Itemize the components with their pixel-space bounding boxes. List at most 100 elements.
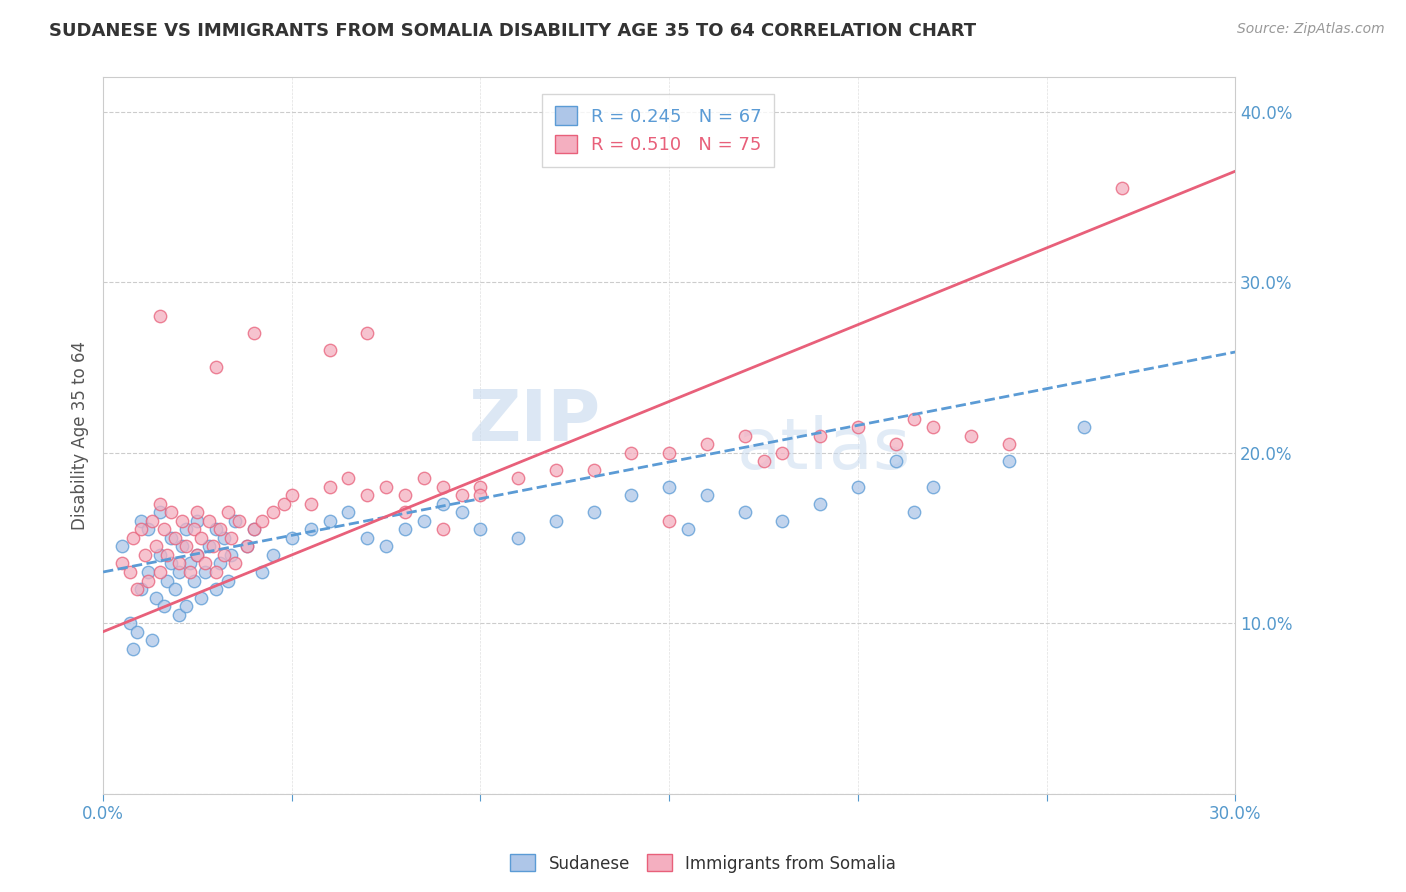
Point bbox=[997, 454, 1019, 468]
Point bbox=[118, 565, 141, 579]
Point bbox=[620, 488, 643, 502]
Point bbox=[752, 454, 775, 468]
Point bbox=[141, 633, 163, 648]
Point bbox=[997, 437, 1019, 451]
Point bbox=[250, 565, 273, 579]
Point bbox=[450, 505, 472, 519]
Point bbox=[734, 505, 756, 519]
Point bbox=[846, 420, 869, 434]
Point bbox=[337, 505, 360, 519]
Point bbox=[375, 480, 398, 494]
Point bbox=[129, 522, 152, 536]
Point bbox=[127, 582, 149, 596]
Text: atlas: atlas bbox=[737, 416, 911, 484]
Point bbox=[903, 411, 925, 425]
Point bbox=[508, 471, 530, 485]
Point bbox=[658, 480, 681, 494]
Point bbox=[450, 488, 472, 502]
Point bbox=[212, 548, 235, 562]
Point bbox=[111, 557, 134, 571]
Point bbox=[658, 514, 681, 528]
Point bbox=[770, 514, 793, 528]
Text: SUDANESE VS IMMIGRANTS FROM SOMALIA DISABILITY AGE 35 TO 64 CORRELATION CHART: SUDANESE VS IMMIGRANTS FROM SOMALIA DISA… bbox=[49, 22, 976, 40]
Point bbox=[122, 531, 145, 545]
Point bbox=[273, 497, 295, 511]
Point bbox=[337, 471, 360, 485]
Point bbox=[152, 599, 174, 613]
Point bbox=[145, 540, 167, 554]
Point bbox=[318, 514, 340, 528]
Point bbox=[167, 607, 190, 622]
Point bbox=[174, 522, 197, 536]
Point bbox=[224, 514, 246, 528]
Point bbox=[129, 582, 152, 596]
Point bbox=[138, 522, 160, 536]
Point bbox=[243, 326, 266, 341]
Point bbox=[127, 624, 149, 639]
Point bbox=[299, 497, 322, 511]
Y-axis label: Disability Age 35 to 64: Disability Age 35 to 64 bbox=[72, 341, 89, 530]
Point bbox=[356, 326, 378, 341]
Point bbox=[676, 522, 699, 536]
Point bbox=[394, 505, 416, 519]
Point bbox=[205, 360, 228, 375]
Point bbox=[197, 540, 219, 554]
Point bbox=[281, 531, 304, 545]
Point bbox=[544, 514, 567, 528]
Point bbox=[174, 599, 197, 613]
Point bbox=[172, 514, 194, 528]
Point bbox=[205, 522, 228, 536]
Point bbox=[141, 514, 163, 528]
Point bbox=[734, 428, 756, 442]
Point bbox=[235, 540, 257, 554]
Point bbox=[149, 497, 172, 511]
Point bbox=[172, 540, 194, 554]
Text: ZIP: ZIP bbox=[470, 387, 602, 456]
Point bbox=[243, 522, 266, 536]
Point bbox=[375, 540, 398, 554]
Point bbox=[167, 565, 190, 579]
Point bbox=[197, 514, 219, 528]
Point bbox=[174, 540, 197, 554]
Point bbox=[186, 505, 208, 519]
Point bbox=[183, 522, 205, 536]
Point bbox=[152, 522, 174, 536]
Point bbox=[194, 565, 217, 579]
Point bbox=[134, 548, 156, 562]
Point bbox=[318, 343, 340, 358]
Point bbox=[205, 565, 228, 579]
Text: Source: ZipAtlas.com: Source: ZipAtlas.com bbox=[1237, 22, 1385, 37]
Point bbox=[122, 641, 145, 656]
Legend: R = 0.245   N = 67, R = 0.510   N = 75: R = 0.245 N = 67, R = 0.510 N = 75 bbox=[543, 94, 775, 167]
Point bbox=[149, 565, 172, 579]
Point bbox=[544, 463, 567, 477]
Point bbox=[582, 505, 605, 519]
Point bbox=[205, 582, 228, 596]
Point bbox=[470, 480, 492, 494]
Point bbox=[217, 505, 239, 519]
Point bbox=[884, 454, 907, 468]
Point bbox=[209, 522, 232, 536]
Point bbox=[186, 548, 208, 562]
Point bbox=[262, 548, 284, 562]
Point bbox=[167, 557, 190, 571]
Point bbox=[470, 488, 492, 502]
Point bbox=[922, 420, 945, 434]
Point bbox=[221, 531, 243, 545]
Point bbox=[190, 591, 212, 605]
Point bbox=[163, 582, 186, 596]
Point bbox=[884, 437, 907, 451]
Point bbox=[808, 497, 831, 511]
Point bbox=[696, 437, 718, 451]
Point bbox=[160, 531, 183, 545]
Point bbox=[190, 531, 212, 545]
Point bbox=[922, 480, 945, 494]
Point bbox=[118, 616, 141, 631]
Point bbox=[160, 505, 183, 519]
Point bbox=[221, 548, 243, 562]
Point bbox=[228, 514, 250, 528]
Point bbox=[262, 505, 284, 519]
Point bbox=[156, 548, 179, 562]
Point bbox=[201, 540, 224, 554]
Point bbox=[394, 522, 416, 536]
